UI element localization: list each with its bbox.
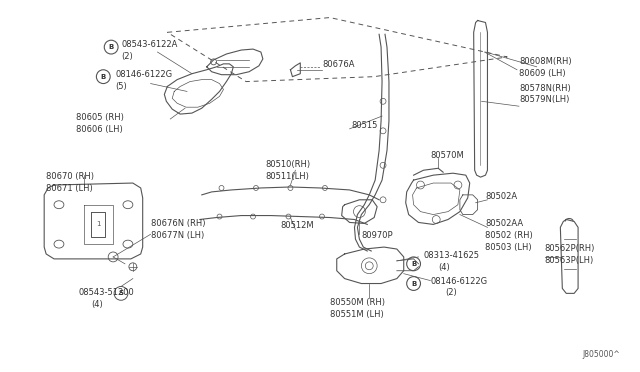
Text: 08313-41625: 08313-41625	[424, 251, 479, 260]
Text: 08146-6122G: 08146-6122G	[115, 70, 172, 79]
Text: 80502 (RH): 80502 (RH)	[486, 231, 533, 240]
Text: 80605 (RH): 80605 (RH)	[76, 113, 124, 122]
Text: (2): (2)	[445, 288, 457, 298]
Text: 80579N(LH): 80579N(LH)	[519, 95, 570, 105]
Text: B: B	[411, 280, 416, 286]
Text: (5): (5)	[115, 81, 127, 91]
Text: 1: 1	[96, 221, 100, 227]
Text: 80551M (LH): 80551M (LH)	[330, 310, 383, 319]
Text: 80677N (LH): 80677N (LH)	[150, 231, 204, 240]
Text: 80502AA: 80502AA	[486, 219, 524, 228]
Text: (4): (4)	[438, 263, 450, 272]
Text: 80511(LH): 80511(LH)	[266, 172, 310, 181]
Text: 80502A: 80502A	[486, 192, 518, 201]
Text: 80515: 80515	[351, 121, 378, 130]
Text: B: B	[100, 74, 106, 80]
Text: J805000^: J805000^	[582, 350, 620, 359]
Text: 80550M (RH): 80550M (RH)	[330, 298, 385, 307]
Text: 80512M: 80512M	[280, 221, 314, 231]
Text: B: B	[109, 44, 114, 50]
Text: 08146-6122G: 08146-6122G	[430, 277, 488, 286]
Text: (4): (4)	[92, 300, 103, 309]
Text: 80562P(RH): 80562P(RH)	[545, 244, 595, 253]
Text: 80670 (RH): 80670 (RH)	[46, 172, 94, 181]
Text: 80671 (LH): 80671 (LH)	[46, 184, 93, 193]
Text: 80563P(LH): 80563P(LH)	[545, 256, 594, 265]
Text: 08543-6122A: 08543-6122A	[121, 40, 177, 49]
Text: 80609 (LH): 80609 (LH)	[519, 69, 566, 78]
Text: 80510(RH): 80510(RH)	[266, 160, 311, 169]
Text: 80578N(RH): 80578N(RH)	[519, 84, 571, 93]
Text: 80606 (LH): 80606 (LH)	[76, 125, 122, 134]
Text: 80676A: 80676A	[322, 60, 355, 69]
Text: B: B	[411, 261, 416, 267]
Text: 80608M(RH): 80608M(RH)	[519, 57, 572, 66]
Text: 80676N (RH): 80676N (RH)	[150, 219, 205, 228]
Text: (2): (2)	[121, 52, 132, 61]
Text: 08543-51200: 08543-51200	[79, 288, 134, 298]
Text: 80570M: 80570M	[430, 151, 464, 160]
Text: 80970P: 80970P	[362, 231, 393, 240]
Text: S: S	[118, 291, 124, 296]
Text: 80503 (LH): 80503 (LH)	[486, 243, 532, 252]
